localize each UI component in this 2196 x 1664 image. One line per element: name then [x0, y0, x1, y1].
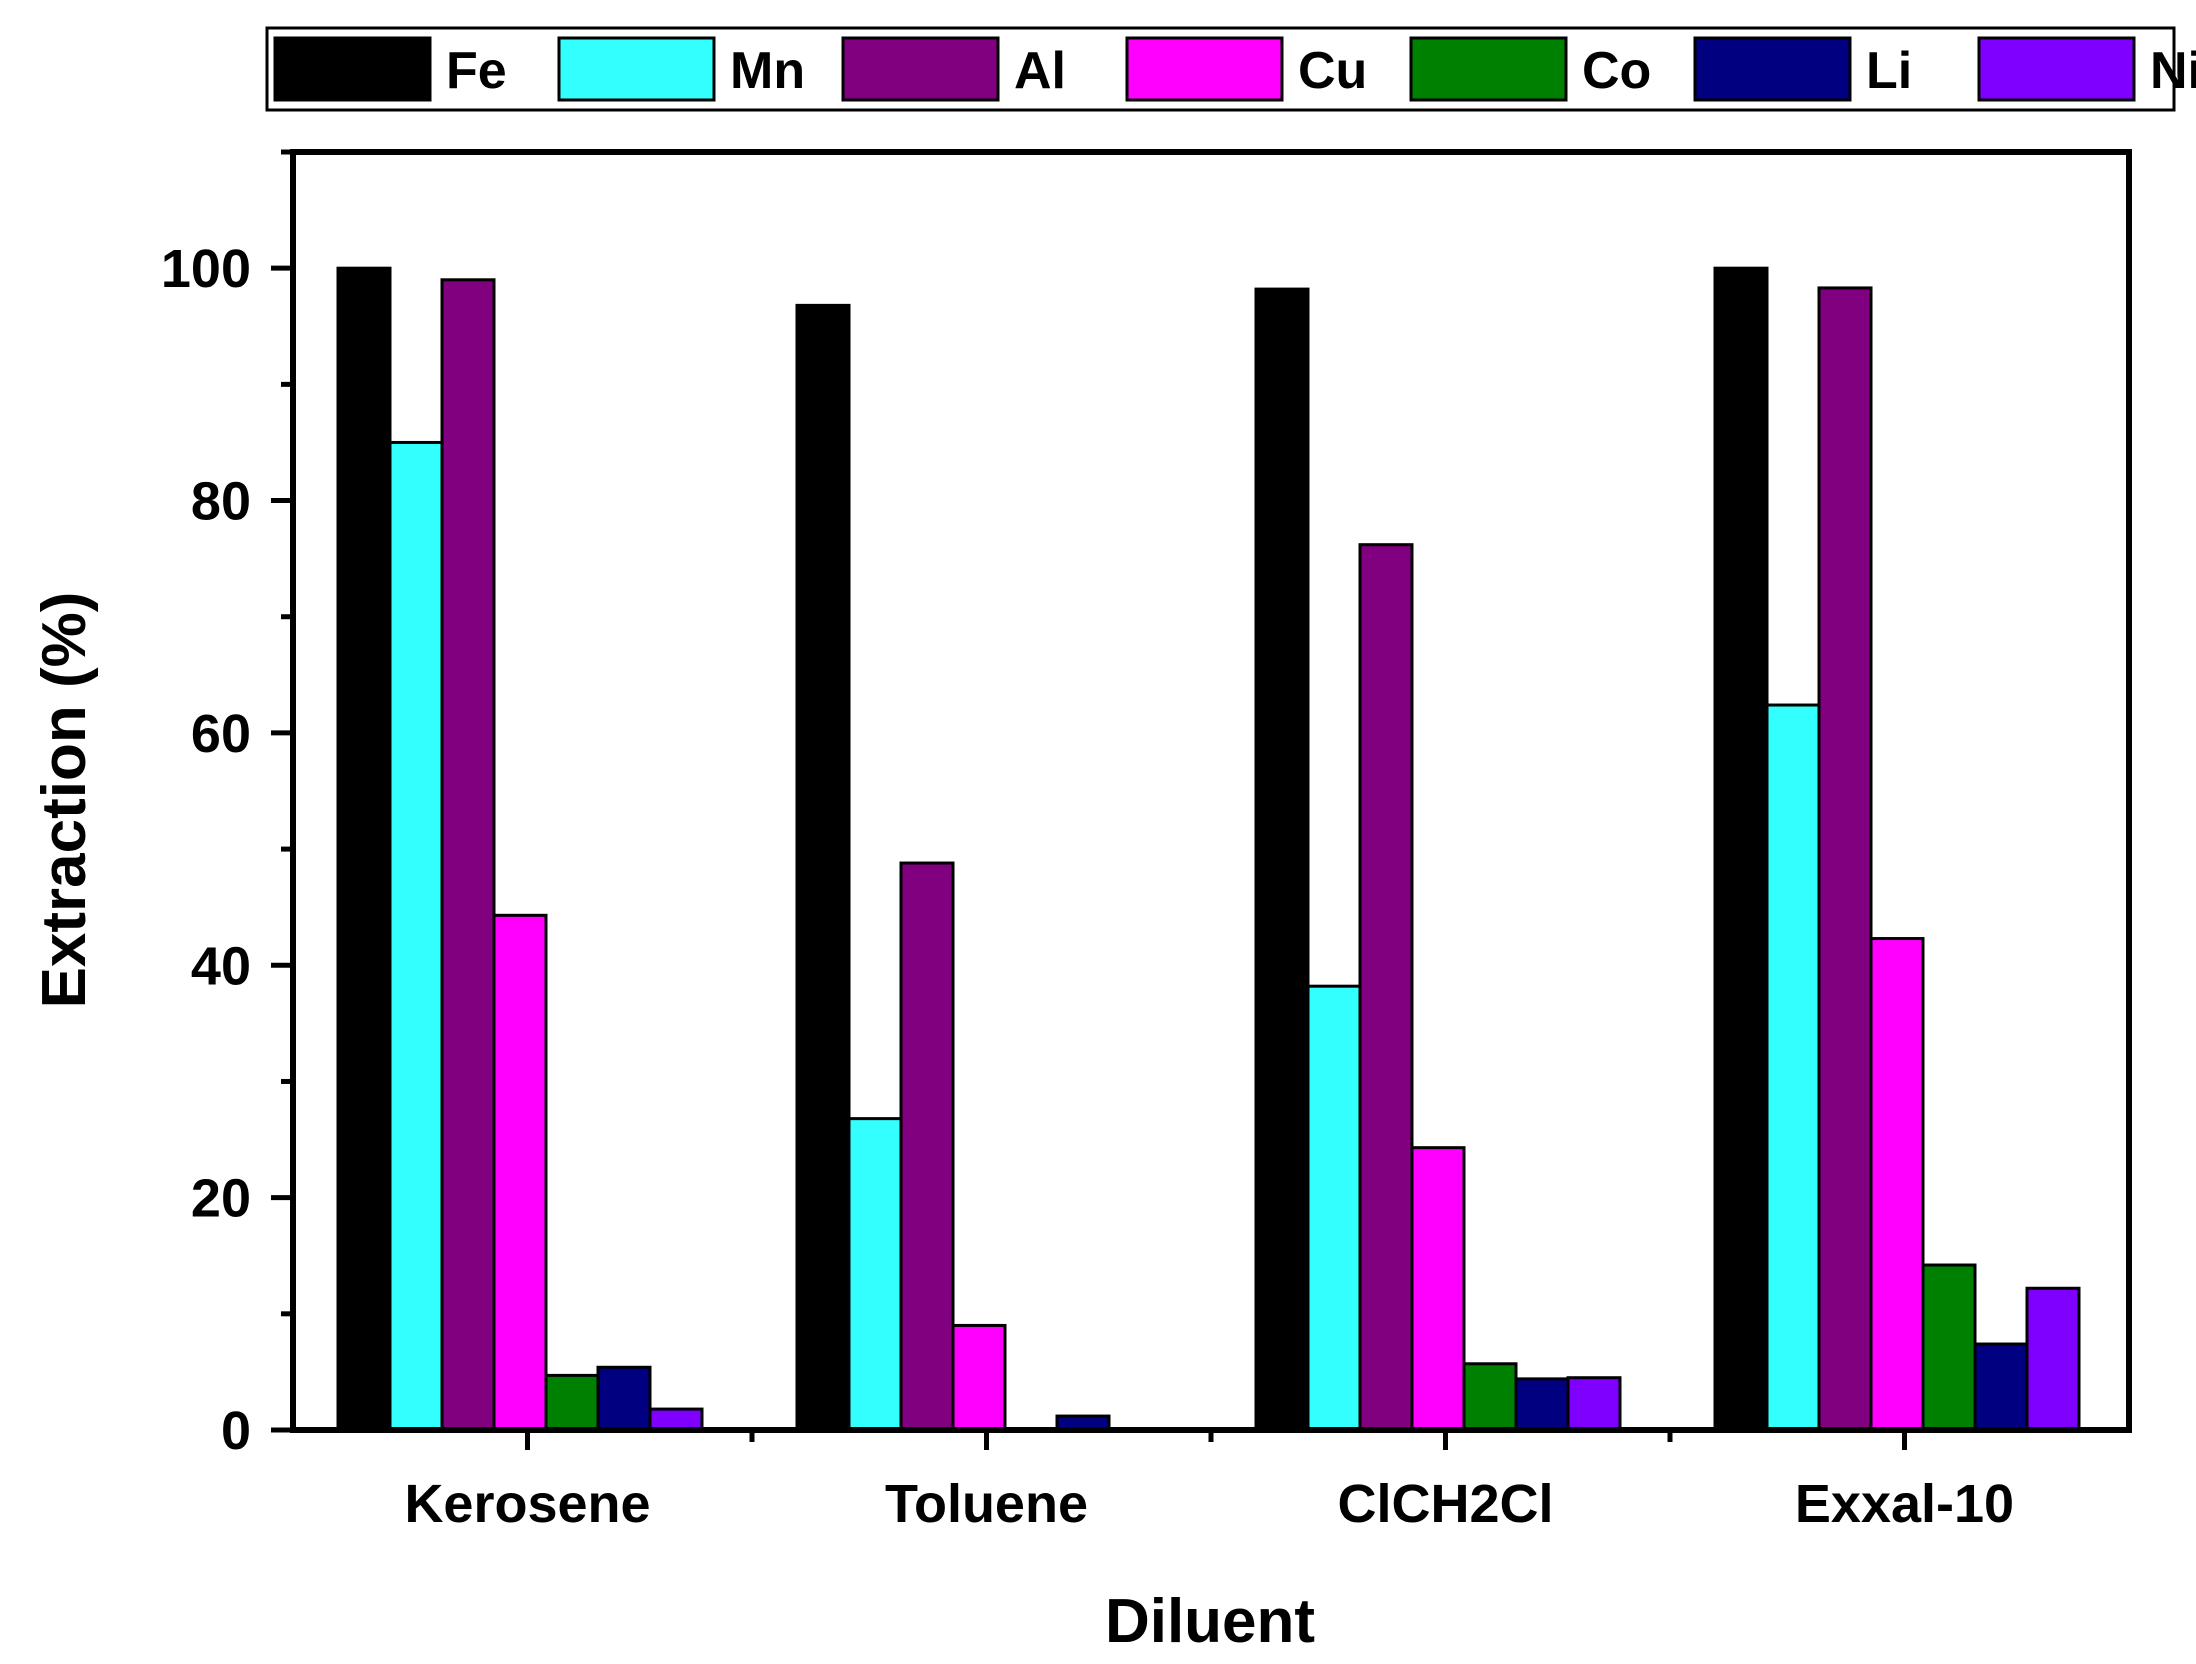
legend-label-co: Co	[1582, 42, 1651, 100]
bar-fe-kerosene	[336, 266, 392, 1432]
legend-label-mn: Mn	[730, 42, 805, 100]
x-tick-label: Exxal-10	[1795, 1474, 2014, 1534]
x-axis-title: Diluent	[1105, 1587, 1315, 1656]
bar-fe-toluene	[795, 303, 851, 1432]
bar-al-kerosene	[440, 278, 496, 1432]
bar-series-group	[336, 266, 2081, 1432]
y-tick-label: 100	[161, 239, 251, 299]
legend-label-ni: Ni	[2150, 42, 2196, 100]
bar-mn-clch2cl	[1306, 984, 1362, 1432]
legend-swatch-li	[1693, 36, 1852, 102]
bar-al-toluene	[899, 861, 955, 1432]
y-tick-label: 40	[191, 936, 251, 996]
y-tick-label: 60	[191, 704, 251, 764]
legend-swatch-ni	[1977, 36, 2136, 102]
plot-frame	[290, 149, 2132, 1433]
x-tick-label: Kerosene	[404, 1474, 650, 1534]
axis-ticks: 0 20 40 60 80 100 Kerosene Toluene ClCH2Cl Exxal-…	[161, 149, 2014, 1534]
bar-al-exxal-10	[1817, 286, 1873, 1432]
bar-fe-exxal-10	[1713, 266, 1769, 1432]
bar-cu-exxal-10	[1869, 937, 1925, 1432]
legend-swatch-fe	[273, 36, 432, 102]
bar-co-kerosene	[544, 1373, 600, 1432]
legend-swatch-al	[841, 36, 1000, 102]
y-tick-label: 0	[221, 1401, 251, 1461]
y-tick-label: 80	[191, 472, 251, 532]
bar-cu-clch2cl	[1410, 1146, 1466, 1432]
x-tick-label: Toluene	[885, 1474, 1088, 1534]
bar-co-exxal-10	[1921, 1263, 1977, 1432]
legend-label-al: Al	[1014, 42, 1066, 100]
y-tick-label: 20	[191, 1169, 251, 1229]
bar-al-clch2cl	[1358, 543, 1414, 1432]
legend-label-fe: Fe	[446, 42, 507, 100]
bar-ni-clch2cl	[1566, 1376, 1622, 1432]
bar-mn-kerosene	[388, 440, 444, 1432]
bar-ni-kerosene	[648, 1407, 704, 1432]
legend-label-li: Li	[1866, 42, 1912, 100]
bar-li-clch2cl	[1514, 1377, 1570, 1432]
legend: Fe Mn Al Cu Co Li Ni	[265, 26, 2196, 112]
legend-label-cu: Cu	[1298, 42, 1367, 100]
bar-mn-toluene	[847, 1117, 903, 1432]
bar-fe-clch2cl	[1254, 287, 1310, 1432]
bar-cu-kerosene	[492, 913, 548, 1432]
bar-co-clch2cl	[1462, 1362, 1518, 1432]
y-axis-title: Extraction (%)	[30, 592, 99, 1009]
legend-swatch-mn	[557, 36, 716, 102]
bar-mn-exxal-10	[1765, 703, 1821, 1432]
legend-swatch-co	[1409, 36, 1568, 102]
bar-cu-toluene	[951, 1323, 1007, 1432]
legend-swatch-cu	[1125, 36, 1284, 102]
bar-li-kerosene	[596, 1365, 652, 1432]
bar-ni-exxal-10	[2025, 1286, 2081, 1432]
bar-li-exxal-10	[1973, 1342, 2029, 1432]
x-tick-label: ClCH2Cl	[1337, 1474, 1553, 1534]
